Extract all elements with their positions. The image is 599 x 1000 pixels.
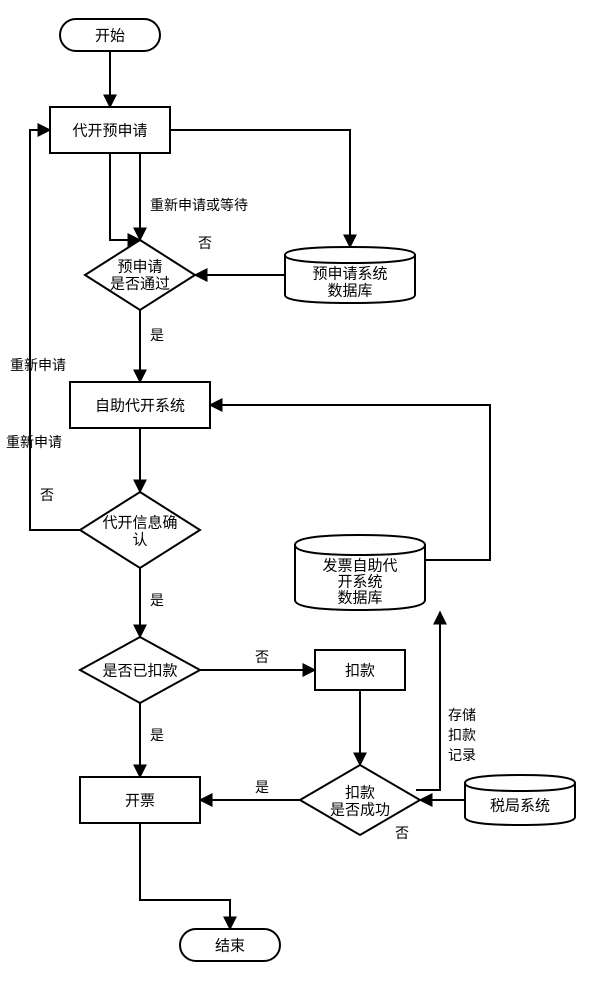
edge-invoice-end — [140, 823, 230, 929]
label-store1: 存储 — [448, 708, 476, 724]
node-invoice: 开票 — [80, 777, 200, 823]
node-apply: 代开预申请 — [50, 107, 170, 153]
d1-label1: 预申请 — [117, 258, 162, 275]
label-d4-no: 否 — [395, 827, 409, 842]
label-reapply-wait: 重新申请或等待 — [150, 197, 248, 214]
edge-d4-db2 — [416, 612, 440, 790]
node-db3: 税局系统 — [465, 775, 575, 825]
db1-label1: 预申请系统 — [312, 265, 387, 282]
node-selfsys: 自助代开系统 — [70, 382, 210, 428]
node-deduct: 扣款 — [315, 650, 405, 690]
node-d2: 代开信息确 认 — [80, 492, 200, 568]
edge-apply-d1-2 — [110, 153, 140, 240]
db2-label1: 发票自助代 — [322, 557, 397, 574]
apply-label: 代开预申请 — [72, 122, 147, 139]
label-d3-yes: 是 — [150, 729, 164, 744]
d4-label2: 是否成功 — [330, 801, 390, 818]
flowchart-canvas: 重新申请或等待 否 是 否 重新申请 是 否 是 是 存储 扣款 记录 否 — [0, 0, 599, 1000]
label-d4-yes: 是 — [255, 781, 269, 796]
d2-label2: 认 — [132, 531, 147, 548]
label-d3-no: 否 — [255, 651, 269, 666]
d3-label: 是否已扣款 — [102, 662, 177, 679]
label-reapply: 重新申请 — [10, 358, 66, 374]
db2-label3: 数据库 — [337, 589, 382, 606]
label-d1-yes: 是 — [150, 329, 164, 344]
node-d3: 是否已扣款 — [80, 637, 200, 703]
selfsys-label: 自助代开系统 — [95, 397, 185, 414]
edge-apply-db1 — [170, 130, 350, 247]
db1-label2: 数据库 — [327, 282, 372, 299]
node-d4: 扣款 是否成功 — [300, 765, 420, 835]
db2-label2: 开系统 — [337, 573, 382, 590]
label-d2-yes: 是 — [150, 594, 164, 609]
deduct-label: 扣款 — [345, 662, 375, 679]
label-reapply-left: 重新申请 — [6, 432, 62, 452]
d2-label1: 代开信息确 — [102, 514, 177, 531]
start-label: 开始 — [95, 27, 125, 44]
label-store3: 记录 — [448, 748, 476, 764]
end-label: 结束 — [215, 937, 245, 954]
d4-label1: 扣款 — [345, 784, 375, 801]
node-end: 结束 — [180, 929, 280, 961]
edge-d2-no — [30, 130, 80, 530]
d1-label2: 是否通过 — [110, 275, 170, 292]
label-store2: 扣款 — [448, 728, 476, 744]
label-d1-no: 否 — [198, 237, 212, 252]
invoice-label: 开票 — [125, 793, 155, 809]
node-db2: 发票自助代 开系统 数据库 — [295, 535, 425, 610]
db3-label: 税局系统 — [490, 797, 550, 814]
node-db1: 预申请系统 数据库 — [285, 247, 415, 303]
label-d2-no: 否 — [40, 489, 54, 504]
node-start: 开始 — [60, 19, 160, 51]
node-d1: 预申请 是否通过 — [85, 240, 195, 310]
